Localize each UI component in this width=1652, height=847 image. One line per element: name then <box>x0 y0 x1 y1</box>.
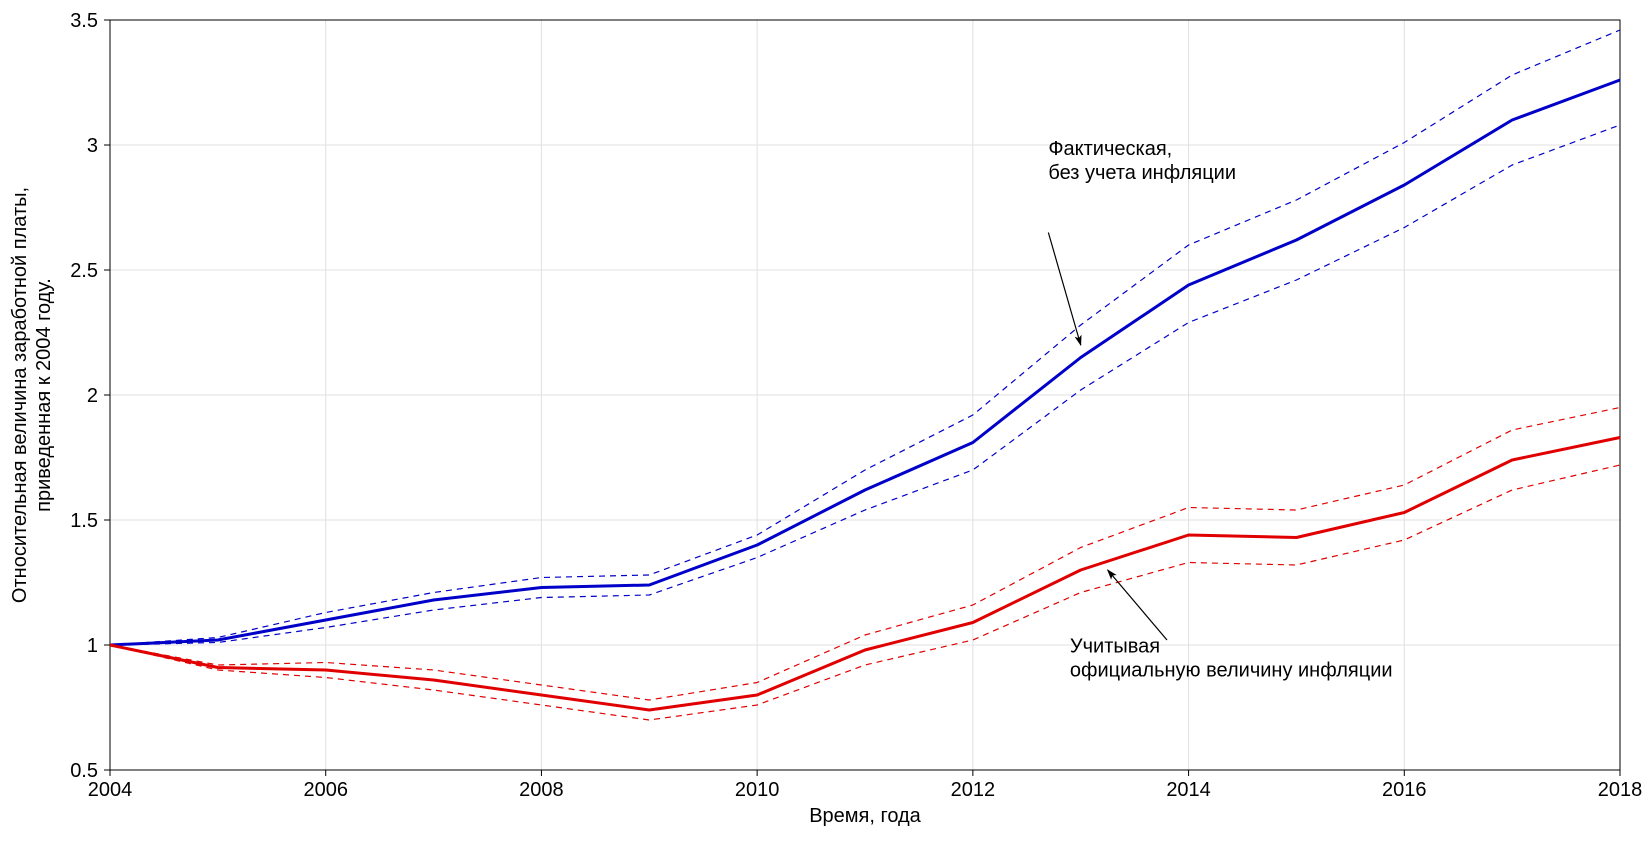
ytick-label: 2.5 <box>70 260 98 282</box>
chart-container: 2004 2006 2008 2010 2012 2014 2016 2018 0.5 1 1.5 2… <box>0 0 1652 847</box>
xtick-label: 2014 <box>1166 779 1211 801</box>
ytick-label: 1 <box>87 635 98 657</box>
y-axis-label-2: приведенная к 2004 году. <box>33 278 55 512</box>
xtick-label: 2016 <box>1382 779 1427 801</box>
ytick-label: 0.5 <box>70 760 98 782</box>
xtick-label: 2010 <box>735 779 780 801</box>
xtick-label: 2004 <box>88 779 133 801</box>
line-chart: 2004 2006 2008 2010 2012 2014 2016 2018 0.5 1 1.5 2… <box>0 0 1652 847</box>
annotation-text: Учитывая <box>1070 636 1160 658</box>
xtick-label: 2012 <box>951 779 996 801</box>
y-axis-label-1: Относительная величина заработной платы, <box>9 187 31 603</box>
xtick-label: 2018 <box>1598 779 1643 801</box>
xtick-label: 2008 <box>519 779 564 801</box>
annotation-text: без учета инфляции <box>1048 162 1236 184</box>
ytick-label: 3 <box>87 135 98 157</box>
ytick-label: 3.5 <box>70 10 98 32</box>
ytick-label: 2 <box>87 385 98 407</box>
ytick-label: 1.5 <box>70 510 98 532</box>
annotation-text: Фактическая, <box>1048 138 1172 160</box>
xtick-label: 2006 <box>303 779 348 801</box>
annotation-text: официальную величину инфляции <box>1070 660 1393 682</box>
x-axis-label: Время, года <box>809 805 921 827</box>
